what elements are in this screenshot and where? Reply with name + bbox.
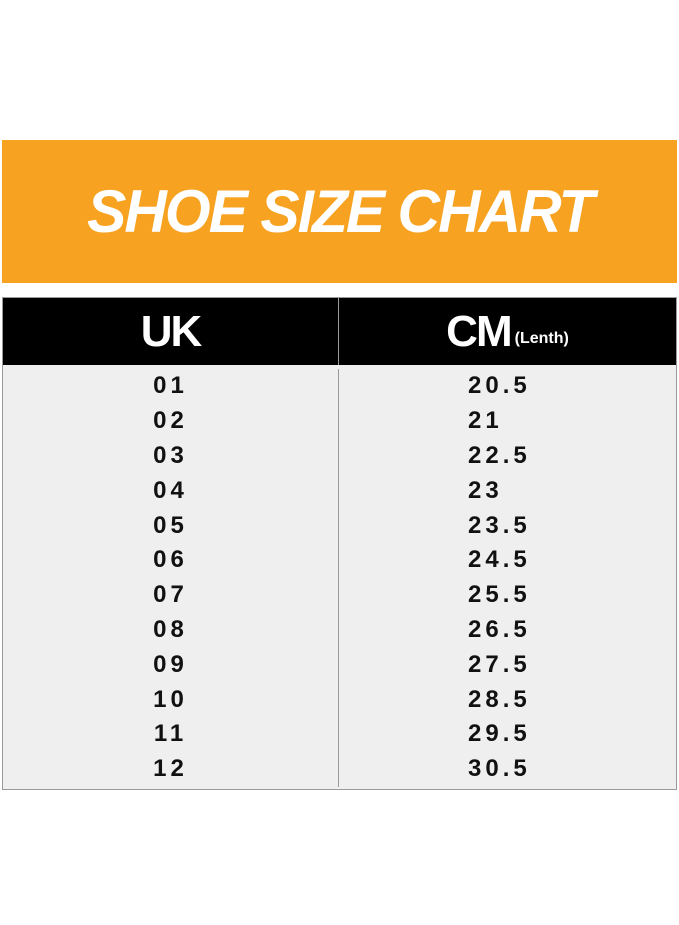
uk-cell: 03: [153, 441, 188, 469]
uk-cell: 06: [153, 546, 188, 574]
uk-cell: 12: [153, 755, 188, 783]
uk-cell: 05: [153, 511, 188, 539]
cm-cell: 28.5: [468, 685, 531, 713]
cm-cell: 27.5: [468, 650, 531, 678]
uk-column: 01 02 03 04 05 06 07 08 09 10 11 12: [3, 369, 339, 787]
cm-cell: 22.5: [468, 441, 531, 469]
header-cm-note: (Lenth): [514, 329, 569, 347]
chart-title: SHOE SIZE CHART: [86, 178, 594, 245]
cm-cell: 23.5: [468, 511, 531, 539]
uk-cell: 02: [153, 407, 188, 435]
table-body: 01 02 03 04 05 06 07 08 09 10 11 12 20.5 21 22.5 23 23.…: [3, 365, 676, 789]
uk-cell: 08: [153, 615, 188, 643]
cm-cell: 25.5: [468, 581, 531, 609]
header-cm: CM (Lenth): [339, 298, 676, 365]
cm-cell: 23: [468, 476, 503, 504]
size-table: UK CM (Lenth) 01 02 03 04 05 06 07 08 09 10 11 12 2…: [2, 297, 677, 790]
header-cm-label: CM: [446, 306, 512, 356]
table-header: UK CM (Lenth): [3, 298, 676, 365]
uk-cell: 04: [153, 476, 188, 504]
cm-cell: 29.5: [468, 720, 531, 748]
uk-cell: 01: [153, 372, 188, 400]
title-banner: SHOE SIZE CHART: [2, 140, 677, 283]
cm-cell: 26.5: [468, 615, 531, 643]
cm-cell: 30.5: [468, 755, 531, 783]
uk-cell: 09: [153, 650, 188, 678]
cm-cell: 21: [468, 407, 503, 435]
cm-cell: 24.5: [468, 546, 531, 574]
uk-cell: 10: [153, 685, 188, 713]
cm-cell: 20.5: [468, 372, 531, 400]
uk-cell: 11: [153, 720, 188, 748]
cm-column: 20.5 21 22.5 23 23.5 24.5 25.5 26.5 27.5 28.5 29.5…: [339, 369, 676, 787]
header-uk: UK: [3, 298, 339, 365]
uk-cell: 07: [153, 581, 188, 609]
